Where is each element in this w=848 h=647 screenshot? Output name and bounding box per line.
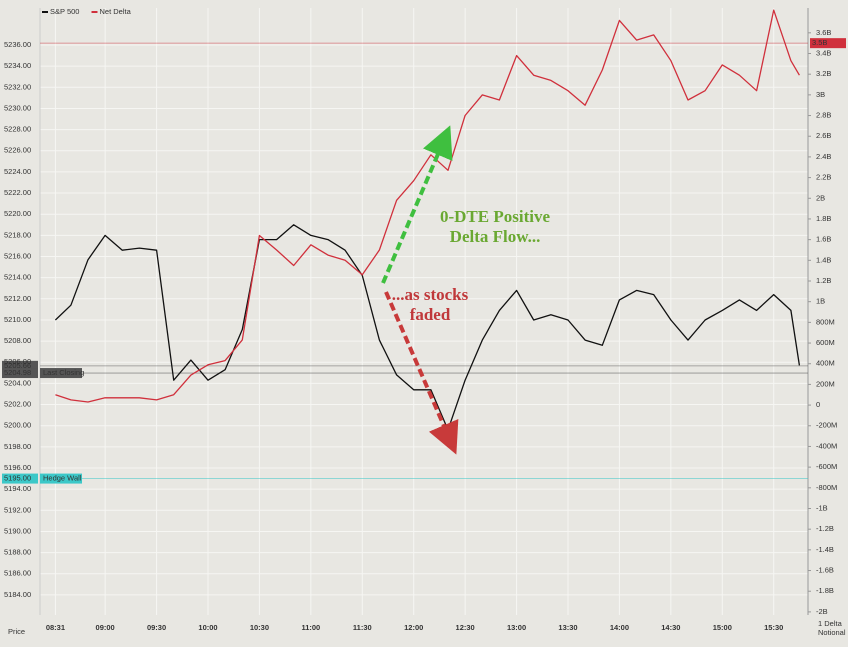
- level-name-box: [40, 368, 82, 379]
- y-tick-label: 5212.00: [4, 294, 31, 303]
- x-tick-label: 09:00: [96, 623, 115, 632]
- y2-tick-label: 2.6B: [816, 131, 831, 140]
- y2-tick-label: 3.4B: [816, 48, 831, 57]
- y2-tick-label: -1.2B: [816, 524, 834, 533]
- annotation: faded: [410, 305, 451, 324]
- y-tick-label: 5232.00: [4, 82, 31, 91]
- legend-label: S&P 500: [50, 7, 79, 16]
- y-tick-label: 5224.00: [4, 167, 31, 176]
- x-tick-label: 15:30: [764, 623, 783, 632]
- y-tick-label: 5226.00: [4, 146, 31, 155]
- y2-tick-label: 2.8B: [816, 111, 831, 120]
- x-tick-label: 10:30: [250, 623, 269, 632]
- y-tick-label: 5214.00: [4, 273, 31, 282]
- x-tick-label: 08:31: [46, 623, 65, 632]
- y-tick-label: 5216.00: [4, 251, 31, 260]
- y2-tick-label: -1.8B: [816, 586, 834, 595]
- y2-tick-label: 800M: [816, 317, 835, 326]
- y2-tick-label: 1.4B: [816, 255, 831, 264]
- series-line: [54, 224, 801, 431]
- x-tick-label: 13:00: [507, 623, 526, 632]
- y2-tick-label: 1B: [816, 297, 825, 306]
- y2-tick-label: 1.2B: [816, 276, 831, 285]
- y-tick-label: 5210.00: [4, 315, 31, 324]
- y-tick-label: 5194.00: [4, 484, 31, 493]
- level-box: [2, 473, 38, 484]
- y2-tick-label: 2B: [816, 193, 825, 202]
- x-tick-label: 09:30: [147, 623, 166, 632]
- y-tick-label: 5190.00: [4, 526, 31, 535]
- y-tick-label: 5186.00: [4, 569, 31, 578]
- y2-tick-label: 3B: [816, 90, 825, 99]
- level-name-box: [40, 473, 82, 484]
- x-tick-label: 10:00: [198, 623, 217, 632]
- y2-tick-label: -600M: [816, 462, 837, 471]
- y-tick-label: 5220.00: [4, 209, 31, 218]
- y-tick-label: 5192.00: [4, 505, 31, 514]
- y2-tick-label: 2.4B: [816, 152, 831, 161]
- x-tick-label: 13:30: [558, 623, 577, 632]
- y2-tick-label: 200M: [816, 379, 835, 388]
- y2-tick-label: -1B: [816, 503, 828, 512]
- x-tick-label: 14:00: [610, 623, 629, 632]
- arrow: [381, 125, 453, 284]
- level-box: [2, 368, 38, 379]
- x-tick-label: 11:30: [353, 623, 372, 632]
- y-tick-label: 5222.00: [4, 188, 31, 197]
- y-tick-label: 5200.00: [4, 421, 31, 430]
- level-name: Last Closing: [43, 368, 84, 377]
- y2-tick-label: 2.2B: [816, 173, 831, 182]
- right-axis-label: Notional: [818, 628, 846, 637]
- y-tick-label: 5204.00: [4, 378, 31, 387]
- y2-tick-label: 600M: [816, 338, 835, 347]
- level-label: 3.5B: [812, 38, 827, 47]
- x-tick-label: 12:00: [404, 623, 423, 632]
- y2-tick-label: 0: [816, 400, 820, 409]
- y-tick-label: 5236.00: [4, 40, 31, 49]
- annotation: 0-DTE Positive: [440, 207, 550, 226]
- y2-tick-label: 1.6B: [816, 235, 831, 244]
- y-tick-label: 5202.00: [4, 400, 31, 409]
- y2-tick-label: -2B: [816, 607, 828, 616]
- y2-tick-label: -400M: [816, 441, 837, 450]
- y-tick-label: 5218.00: [4, 230, 31, 239]
- level-name: Hedge Wall: [43, 474, 82, 483]
- legend: S&P 500 Net Delta: [42, 7, 132, 16]
- legend-label: Net Delta: [99, 7, 131, 16]
- x-tick-label: 14:30: [661, 623, 680, 632]
- y2-tick-label: 3.6B: [816, 28, 831, 37]
- x-tick-label: 11:00: [301, 623, 320, 632]
- level-label: 5204.98: [4, 368, 31, 377]
- y2-tick-label: -1.6B: [816, 566, 834, 575]
- y-tick-label: 5198.00: [4, 442, 31, 451]
- y-tick-label: 5188.00: [4, 548, 31, 557]
- arrow: [384, 291, 459, 455]
- x-tick-label: 15:00: [713, 623, 732, 632]
- right-axis-label: 1 Delta: [818, 619, 843, 628]
- y-tick-label: 5206.00: [4, 357, 31, 366]
- annotation: Delta Flow...: [450, 227, 541, 246]
- y-tick-label: 5228.00: [4, 125, 31, 134]
- y2-tick-label: 3.2B: [816, 69, 831, 78]
- y2-tick-label: -800M: [816, 483, 837, 492]
- level-label: 5195.00: [4, 474, 31, 483]
- y2-tick-label: -200M: [816, 421, 837, 430]
- x-tick-label: 12:30: [456, 623, 475, 632]
- y-tick-label: 5230.00: [4, 103, 31, 112]
- y-tick-label: 5234.00: [4, 61, 31, 70]
- y-tick-label: 5184.00: [4, 590, 31, 599]
- y2-tick-label: 1.8B: [816, 214, 831, 223]
- y-tick-label: 5196.00: [4, 463, 31, 472]
- y2-tick-label: -1.4B: [816, 545, 834, 554]
- level-box: [2, 360, 38, 371]
- left-axis-label: Price: [8, 627, 25, 636]
- y-tick-label: 5208.00: [4, 336, 31, 345]
- y2-tick-label: 400M: [816, 359, 835, 368]
- annotation: ...as stocks: [392, 285, 469, 304]
- level-box: [810, 38, 846, 49]
- level-label: 5205.66: [4, 361, 31, 370]
